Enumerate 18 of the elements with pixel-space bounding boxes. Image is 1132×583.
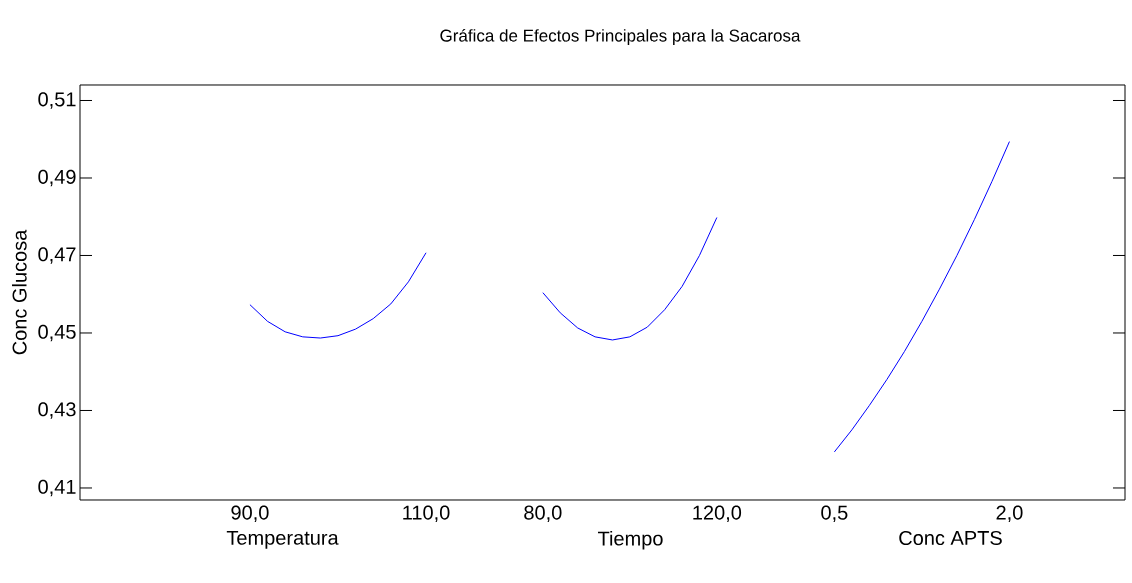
- chart-title: Gráfica de Efectos Principales para la Sacarosa: [440, 28, 801, 46]
- line-series: [249, 252, 427, 339]
- y-tick-label: 0,47: [38, 247, 76, 264]
- x-tick-label: 0,5: [821, 505, 848, 523]
- y-tick-label: 0,51: [38, 92, 76, 109]
- y-tick-label: 0,41: [38, 479, 76, 497]
- x-tick-label: 110,0: [403, 505, 450, 523]
- y-tick-label: 0,49: [38, 169, 76, 187]
- x-axis-title: Tiempo: [597, 530, 663, 550]
- x-axis-title: Temperatura: [226, 530, 339, 549]
- x-axis-title: Conc APTS: [899, 530, 1002, 546]
- y-axis-title: Conc Glucosa: [12, 229, 27, 355]
- x-tick-label: 80,0: [524, 505, 562, 523]
- y-tick-label: 0,45: [38, 324, 76, 342]
- x-tick-label: 2,0: [996, 505, 1023, 523]
- x-tick-label: 90,0: [231, 505, 269, 523]
- x-tick-label: 120,0: [693, 505, 742, 523]
- y-tick-label: 0,43: [38, 402, 76, 419]
